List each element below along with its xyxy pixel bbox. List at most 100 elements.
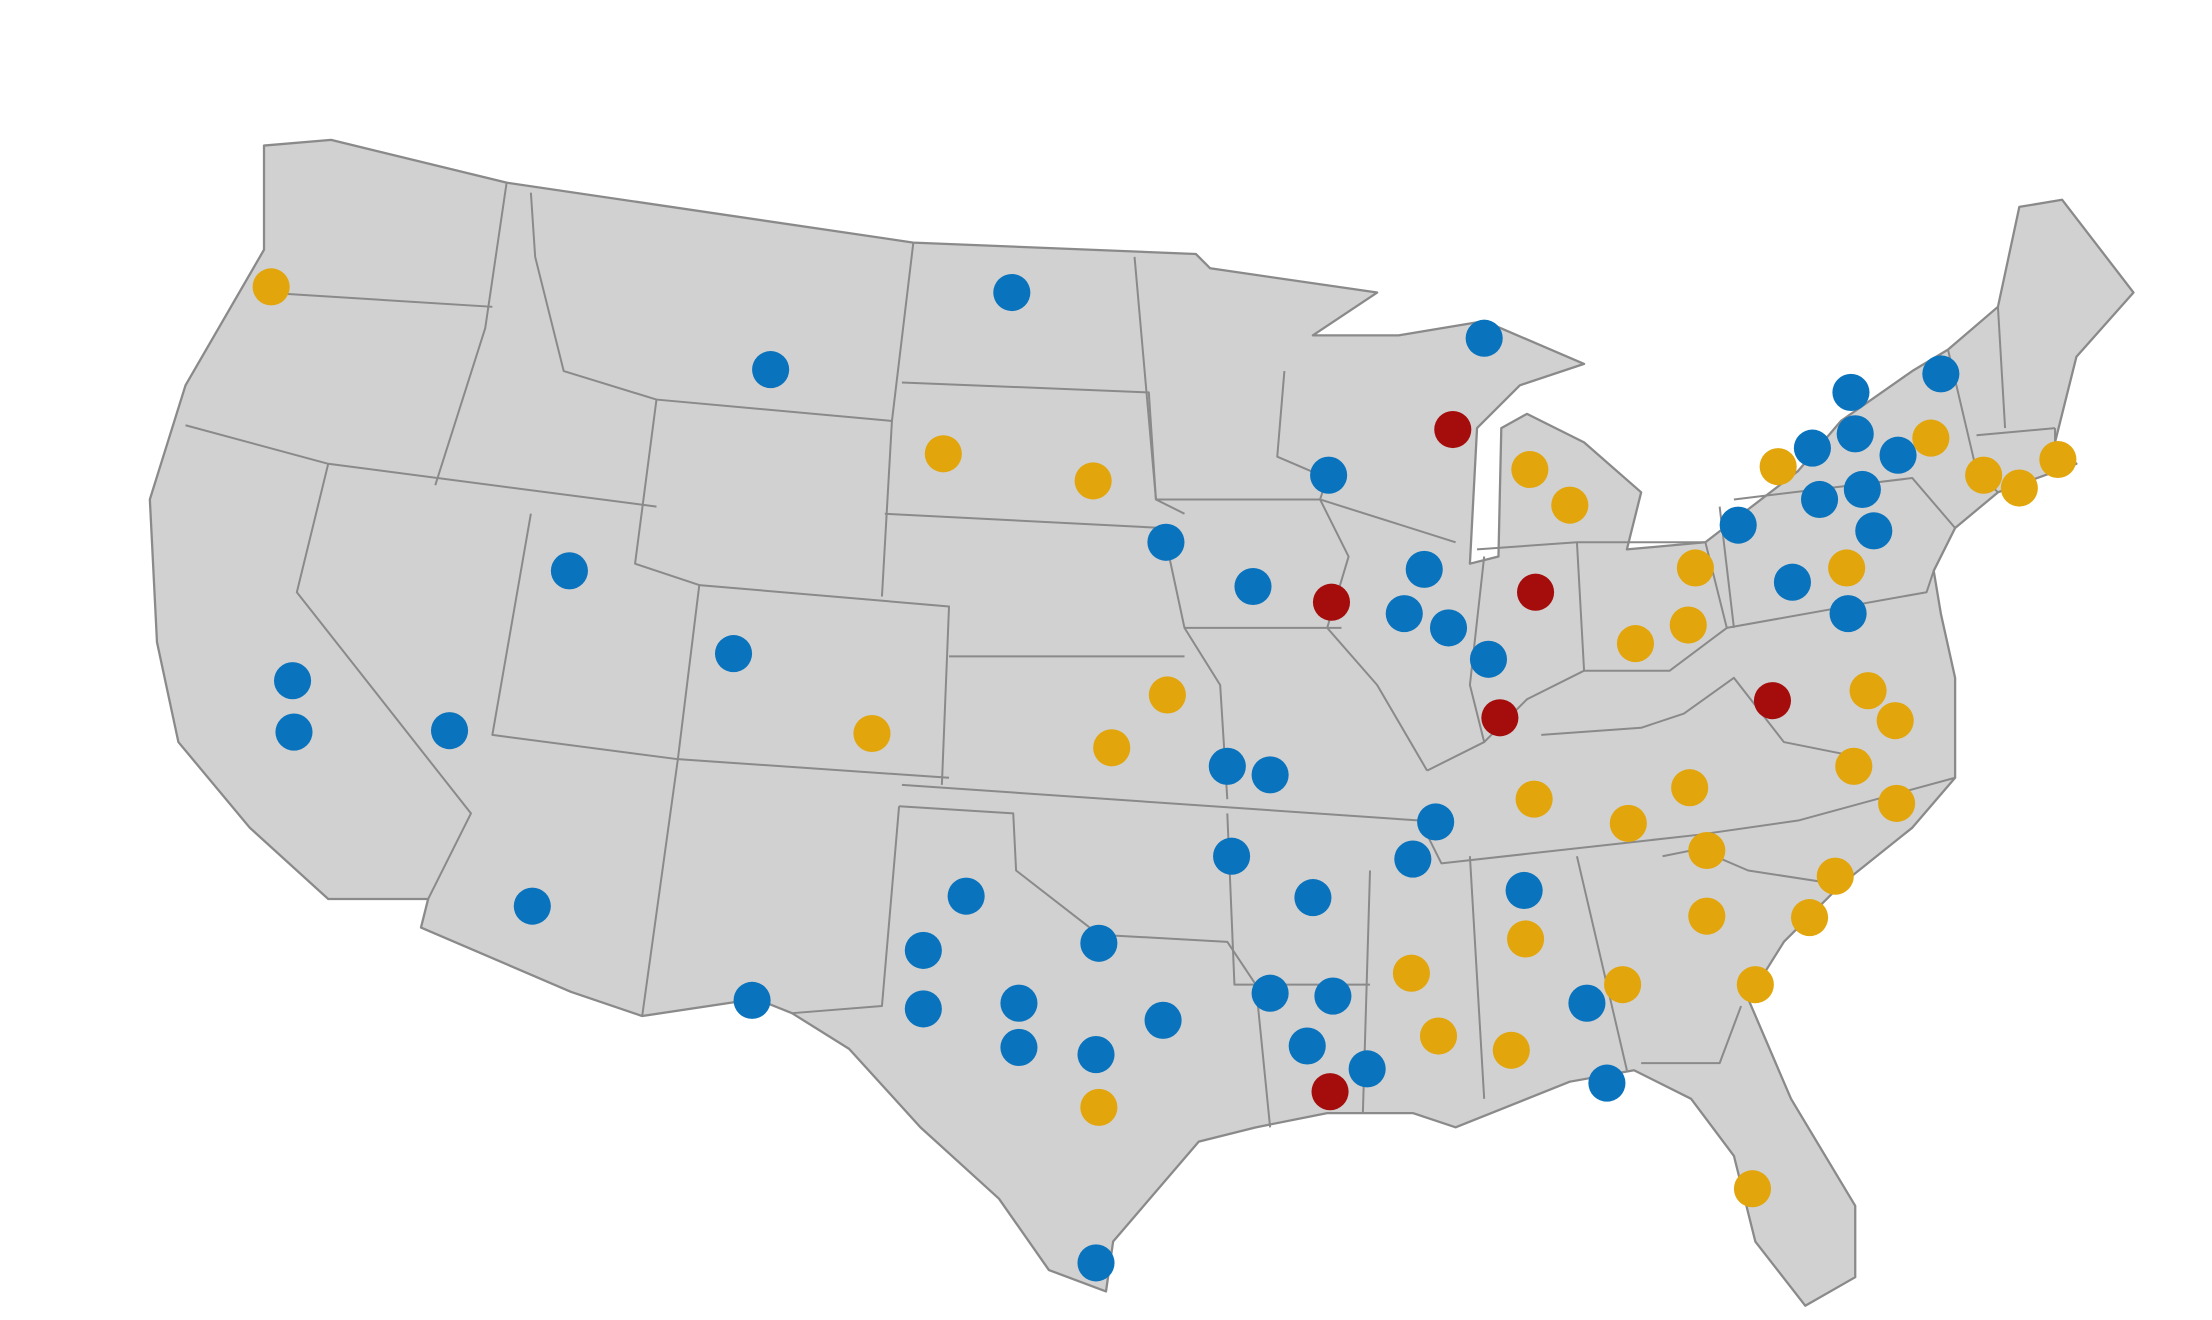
marker-blue <box>1829 595 1867 633</box>
marker-blue <box>1832 373 1870 411</box>
marker-blue <box>947 877 985 915</box>
marker-red <box>1517 573 1555 611</box>
marker-blue <box>1208 747 1246 785</box>
marker-gold <box>924 435 962 473</box>
marker-gold <box>1669 606 1707 644</box>
state-border <box>1133 256 1428 772</box>
marker-gold <box>1392 954 1430 992</box>
marker-gold <box>1835 747 1873 785</box>
state-border <box>1641 1005 1742 1065</box>
site-markers <box>252 268 2077 1282</box>
marker-blue <box>1000 984 1038 1022</box>
marker-blue <box>430 712 469 750</box>
marker-blue <box>1314 977 1352 1015</box>
marker-blue <box>1144 1001 1182 1039</box>
marker-blue <box>1879 436 1917 474</box>
marker-blue <box>1234 567 1272 606</box>
marker-gold <box>1507 920 1545 958</box>
marker-blue <box>1213 837 1251 875</box>
marker-blue <box>1922 355 1960 393</box>
marker-blue <box>1251 974 1289 1012</box>
marker-blue <box>550 552 588 590</box>
marker-gold <box>1828 549 1866 587</box>
marker-blue <box>1147 523 1185 561</box>
state-border <box>529 192 657 401</box>
marker-blue <box>1294 879 1332 917</box>
state-border <box>1426 556 1486 772</box>
marker-blue <box>1288 1027 1326 1065</box>
marker-gold <box>2039 440 2077 479</box>
marker-blue <box>274 662 312 700</box>
marker-gold <box>1849 672 1887 710</box>
marker-gold <box>1688 897 1726 935</box>
marker-gold <box>1609 804 1647 842</box>
state-border <box>491 513 950 779</box>
marker-blue <box>1719 506 1757 544</box>
marker-blue <box>1588 1064 1626 1102</box>
marker-blue <box>752 351 790 389</box>
marker-blue <box>1836 415 1874 453</box>
marker-blue <box>1465 319 1503 357</box>
state-border <box>1541 676 1856 758</box>
state-border <box>699 584 951 785</box>
marker-gold <box>1492 1031 1530 1069</box>
marker-red <box>1434 410 1472 449</box>
marker-gold <box>252 268 290 306</box>
marker-blue <box>733 981 771 1019</box>
marker-blue <box>1469 640 1508 678</box>
marker-gold <box>1736 966 1774 1004</box>
state-border <box>1726 570 1935 629</box>
marker-gold <box>1074 462 1112 500</box>
marker-blue <box>1429 609 1468 647</box>
marker-red <box>1753 682 1792 720</box>
marker-blue <box>1000 1028 1038 1066</box>
marker-gold <box>1878 784 1916 822</box>
marker-blue <box>1405 550 1443 588</box>
marker-blue <box>1077 1244 1115 1282</box>
marker-gold <box>1688 831 1726 870</box>
marker-blue <box>904 931 942 969</box>
marker-gold <box>1080 1088 1118 1126</box>
marker-blue <box>1773 563 1811 601</box>
marker-gold <box>1671 769 1709 807</box>
marker-blue <box>1251 756 1289 794</box>
marker-blue <box>513 887 551 925</box>
marker-blue <box>1080 924 1118 962</box>
marker-blue <box>1417 803 1455 841</box>
marker-blue <box>1793 429 1831 467</box>
marker-gold <box>853 714 891 753</box>
marker-blue <box>1348 1050 1386 1088</box>
marker-blue <box>1394 840 1432 878</box>
marker-gold <box>1733 1170 1772 1208</box>
marker-gold <box>2000 469 2038 507</box>
marker-gold <box>1965 456 2003 494</box>
marker-gold <box>1816 857 1854 895</box>
marker-gold <box>1876 702 1914 740</box>
state-border <box>641 759 679 1017</box>
state-border <box>901 381 1185 515</box>
marker-gold <box>1616 625 1655 663</box>
marker-blue <box>1568 984 1606 1022</box>
state-borders <box>185 182 2057 1128</box>
state-border <box>634 399 701 760</box>
marker-blue <box>1077 1036 1115 1074</box>
marker-blue <box>275 713 313 751</box>
marker-gold <box>1511 450 1549 489</box>
state-border <box>434 182 508 486</box>
marker-blue <box>1800 480 1839 519</box>
marker-blue <box>1843 470 1881 509</box>
state-border <box>1468 856 1486 1099</box>
marker-gold <box>1759 448 1797 486</box>
state-border <box>1996 306 2007 429</box>
marker-blue <box>1310 456 1348 494</box>
state-border <box>263 291 493 308</box>
marker-red <box>1311 1073 1349 1111</box>
marker-blue <box>714 635 753 673</box>
marker-red <box>1481 699 1519 737</box>
marker-red <box>1312 583 1351 621</box>
marker-blue <box>1505 871 1543 910</box>
state-border <box>1662 848 1842 886</box>
state-border <box>1575 855 1628 1071</box>
